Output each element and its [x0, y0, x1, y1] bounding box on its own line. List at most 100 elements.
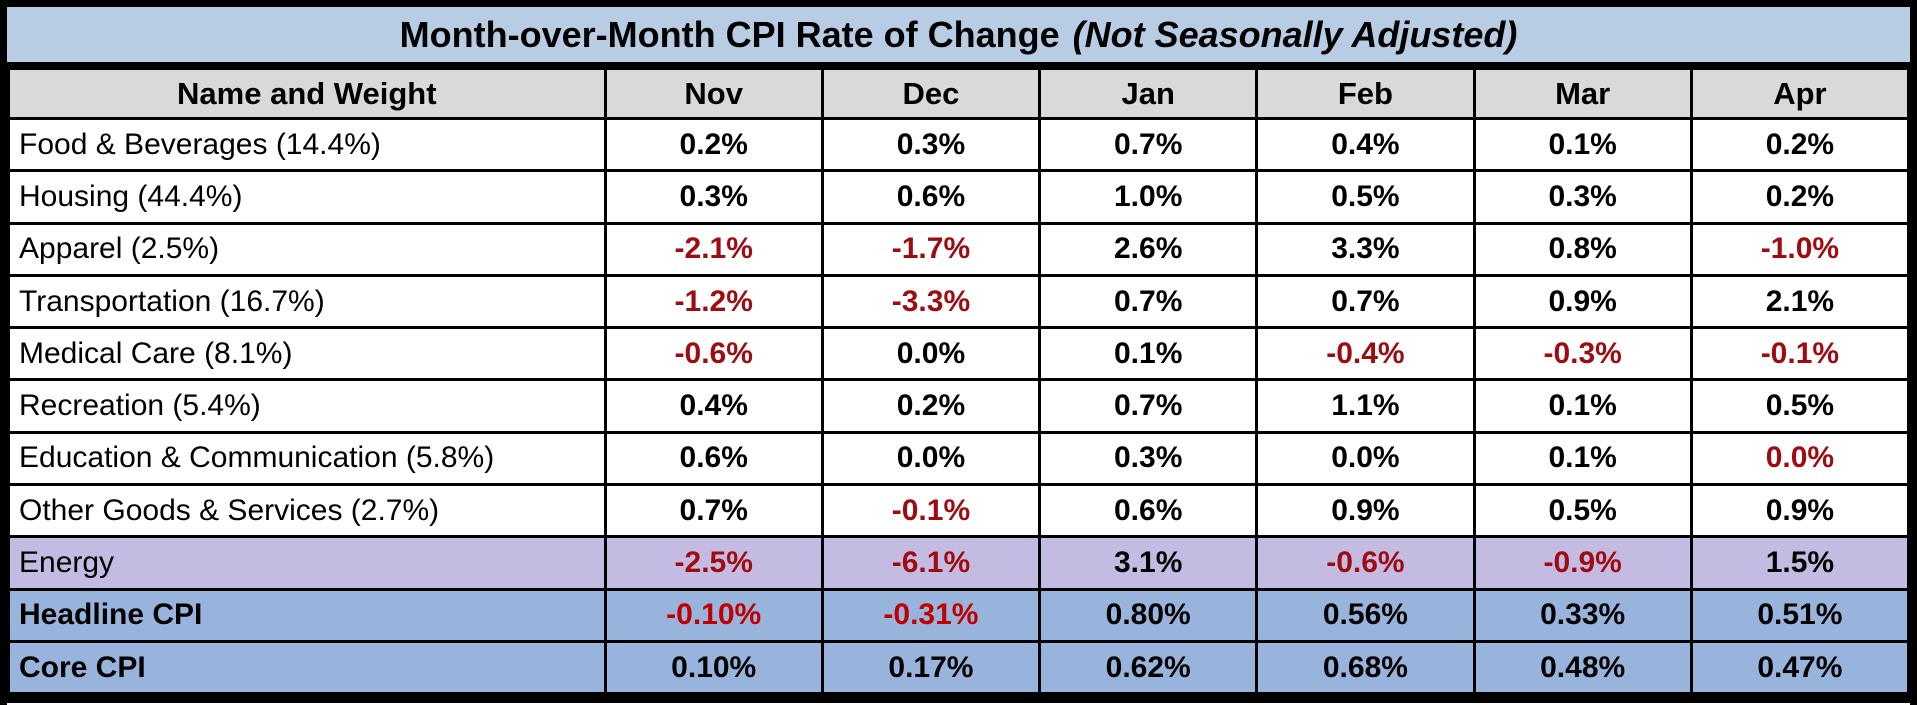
- table-row: Headline CPI -0.10% -0.31% 0.80% 0.56% 0.33% 0…: [7, 587, 1910, 643]
- cell-dec: -0.31%: [820, 587, 1042, 643]
- cell-jan: 0.7%: [1038, 378, 1259, 434]
- cell-feb: 0.5%: [1255, 169, 1476, 225]
- cell-nov: 0.7%: [603, 483, 824, 539]
- col-header-feb: Feb: [1255, 67, 1476, 120]
- cell-mar: -0.9%: [1472, 535, 1693, 591]
- col-header-nov: Nov: [603, 67, 824, 120]
- cell-dec: 0.3%: [820, 116, 1042, 173]
- cell-apr: 0.5%: [1689, 378, 1910, 434]
- cell-mar: 0.1%: [1472, 116, 1693, 173]
- cell-apr: 1.5%: [1689, 535, 1910, 591]
- cell-nov: 0.3%: [603, 169, 824, 225]
- row-label: Recreation (5.4%): [7, 378, 607, 434]
- row-label: Housing (44.4%): [7, 169, 607, 225]
- col-header-dec: Dec: [820, 67, 1042, 120]
- table-row: Energy -2.5% -6.1% 3.1% -0.6% -0.9% 1.5%: [7, 535, 1910, 591]
- cell-nov: -0.10%: [603, 587, 824, 643]
- cell-jan: 2.6%: [1038, 221, 1259, 277]
- cell-dec: 0.6%: [820, 169, 1042, 225]
- cell-dec: -1.7%: [820, 221, 1042, 277]
- cell-apr: 2.1%: [1689, 273, 1910, 330]
- table-row: Housing (44.4%) 0.3% 0.6% 1.0% 0.5% 0.3% 0.2%: [7, 169, 1910, 225]
- cell-feb: 0.7%: [1255, 273, 1476, 330]
- row-label: Education & Communication (5.8%): [7, 430, 607, 487]
- cell-mar: 0.48%: [1472, 639, 1693, 696]
- cell-apr: 0.2%: [1689, 169, 1910, 225]
- cell-apr: 0.51%: [1689, 587, 1910, 643]
- cell-feb: -0.4%: [1255, 326, 1476, 382]
- cell-nov: -0.6%: [603, 326, 824, 382]
- cell-dec: -3.3%: [820, 273, 1042, 330]
- cell-dec: 0.0%: [820, 430, 1042, 487]
- cell-apr: 0.2%: [1689, 116, 1910, 173]
- row-label: Apparel (2.5%): [7, 221, 607, 277]
- cell-jan: 0.1%: [1038, 326, 1259, 382]
- cell-mar: 0.3%: [1472, 169, 1693, 225]
- table-row: Transportation (16.7%) -1.2% -3.3% 0.7% 0.7%…: [7, 273, 1910, 330]
- cell-feb: 0.9%: [1255, 483, 1476, 539]
- cell-mar: 0.33%: [1472, 587, 1693, 643]
- cell-dec: 0.0%: [820, 326, 1042, 382]
- cell-nov: 0.4%: [603, 378, 824, 434]
- cell-mar: 0.1%: [1472, 378, 1693, 434]
- row-label: Medical Care (8.1%): [7, 326, 607, 382]
- cell-feb: 0.56%: [1255, 587, 1476, 643]
- cell-jan: 0.62%: [1038, 639, 1259, 696]
- cell-dec: 0.2%: [820, 378, 1042, 434]
- table-title-bar: Month-over-Month CPI Rate of Change (Not…: [7, 7, 1910, 67]
- cell-feb: 0.68%: [1255, 639, 1476, 696]
- cell-mar: 0.8%: [1472, 221, 1693, 277]
- cell-nov: 0.10%: [603, 639, 824, 696]
- row-label: Food & Beverages (14.4%): [7, 116, 607, 173]
- col-header-apr: Apr: [1689, 67, 1910, 120]
- cell-dec: 0.17%: [820, 639, 1042, 696]
- table-row: Recreation (5.4%) 0.4% 0.2% 0.7% 1.1% 0.1% 0.5…: [7, 378, 1910, 434]
- col-header-jan: Jan: [1038, 67, 1259, 120]
- cell-jan: 3.1%: [1038, 535, 1259, 591]
- cell-jan: 0.7%: [1038, 273, 1259, 330]
- header-row: Name and Weight Nov Dec Jan Feb Mar Apr: [7, 67, 1910, 120]
- table-title: Month-over-Month CPI Rate of Change: [399, 13, 1060, 55]
- cell-feb: 0.4%: [1255, 116, 1476, 173]
- cell-mar: 0.5%: [1472, 483, 1693, 539]
- bottom-double-border: [7, 695, 1910, 705]
- cell-jan: 0.6%: [1038, 483, 1259, 539]
- cpi-data-table: Name and Weight Nov Dec Jan Feb Mar Apr Food …: [7, 67, 1910, 696]
- cell-nov: 0.2%: [603, 116, 824, 173]
- cell-mar: -0.3%: [1472, 326, 1693, 382]
- cell-apr: -1.0%: [1689, 221, 1910, 277]
- table-row: Other Goods & Services (2.7%) 0.7% -0.1% 0.…: [7, 483, 1910, 539]
- table-row: Apparel (2.5%) -2.1% -1.7% 2.6% 3.3% 0.8% -1.0…: [7, 221, 1910, 277]
- cell-feb: 0.0%: [1255, 430, 1476, 487]
- cell-dec: -0.1%: [820, 483, 1042, 539]
- cell-nov: 0.6%: [603, 430, 824, 487]
- cell-jan: 1.0%: [1038, 169, 1259, 225]
- cell-nov: -2.5%: [603, 535, 824, 591]
- cell-jan: 0.80%: [1038, 587, 1259, 643]
- row-label: Core CPI: [7, 639, 607, 696]
- cell-dec: -6.1%: [820, 535, 1042, 591]
- table-row: Education & Communication (5.8%) 0.6% 0.0%…: [7, 430, 1910, 487]
- table-row: Food & Beverages (14.4%) 0.2% 0.3% 0.7% 0.4%…: [7, 116, 1910, 173]
- cell-jan: 0.7%: [1038, 116, 1259, 173]
- row-label: Other Goods & Services (2.7%): [7, 483, 607, 539]
- table-row: Core CPI 0.10% 0.17% 0.62% 0.68% 0.48% 0.47%: [7, 639, 1910, 696]
- col-header-name-and-weight: Name and Weight: [7, 67, 607, 120]
- col-header-mar: Mar: [1472, 67, 1693, 120]
- cell-feb: -0.6%: [1255, 535, 1476, 591]
- cell-nov: -1.2%: [603, 273, 824, 330]
- cell-jan: 0.3%: [1038, 430, 1259, 487]
- cell-apr: -0.1%: [1689, 326, 1910, 382]
- cell-nov: -2.1%: [603, 221, 824, 277]
- cell-feb: 1.1%: [1255, 378, 1476, 434]
- cell-apr: 0.9%: [1689, 483, 1910, 539]
- table-row: Medical Care (8.1%) -0.6% 0.0% 0.1% -0.4% -0.…: [7, 326, 1910, 382]
- cell-apr: 0.47%: [1689, 639, 1910, 696]
- cell-apr: 0.0%: [1689, 430, 1910, 487]
- cell-feb: 3.3%: [1255, 221, 1476, 277]
- table-subtitle: (Not Seasonally Adjusted): [1072, 13, 1518, 55]
- cell-mar: 0.9%: [1472, 273, 1693, 330]
- row-label: Transportation (16.7%): [7, 273, 607, 330]
- row-label: Energy: [7, 535, 607, 591]
